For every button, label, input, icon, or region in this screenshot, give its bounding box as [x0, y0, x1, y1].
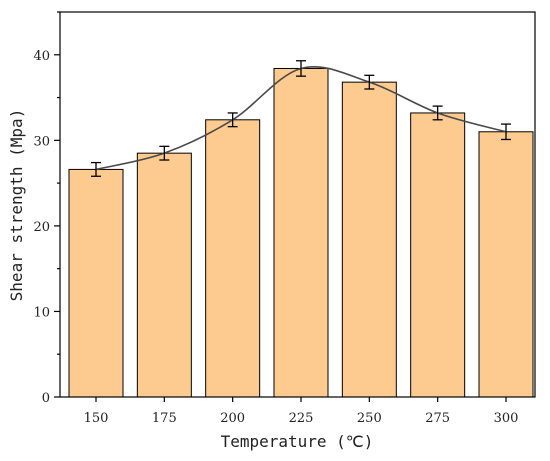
x-tick-label: 150	[84, 411, 109, 426]
y-tick-label: 0	[42, 391, 50, 406]
y-tick-label: 10	[33, 305, 50, 320]
y-axis-title: Shear strength (Mpa)	[7, 109, 26, 302]
error-bar-250	[364, 74, 375, 90]
y-tick-label: 40	[33, 49, 50, 64]
error-bar-225	[296, 60, 306, 77]
x-tick-label: 275	[425, 411, 450, 426]
bar-200	[205, 119, 261, 398]
bar-150	[68, 168, 124, 398]
plot-frame	[59, 11, 536, 398]
error-bar-300	[501, 123, 511, 141]
error-bar-175	[159, 145, 170, 161]
error-bar-200	[227, 112, 238, 128]
x-axis-ticks: 150 175 200 225 250 275 300	[84, 397, 519, 426]
x-tick-label: 225	[289, 411, 314, 426]
error-bar-150	[91, 161, 101, 177]
bars-layer	[68, 67, 534, 398]
y-axis-ticks: 0 10 20 30 40	[33, 11, 60, 406]
x-tick-label: 200	[220, 411, 245, 426]
bar-250	[341, 81, 397, 398]
error-bars-layer	[91, 60, 511, 177]
x-tick-label: 300	[494, 411, 519, 426]
bar-275	[410, 112, 466, 398]
x-tick-label: 250	[357, 411, 382, 426]
y-tick-label: 30	[33, 134, 50, 149]
bar-300	[478, 131, 534, 398]
y-tick-label: 20	[33, 220, 50, 235]
error-bar-275	[432, 105, 443, 121]
x-tick-label: 175	[152, 411, 177, 426]
x-axis-title: Temperature (℃)	[221, 432, 374, 451]
bar-225	[273, 67, 329, 398]
bar-175	[136, 152, 192, 398]
